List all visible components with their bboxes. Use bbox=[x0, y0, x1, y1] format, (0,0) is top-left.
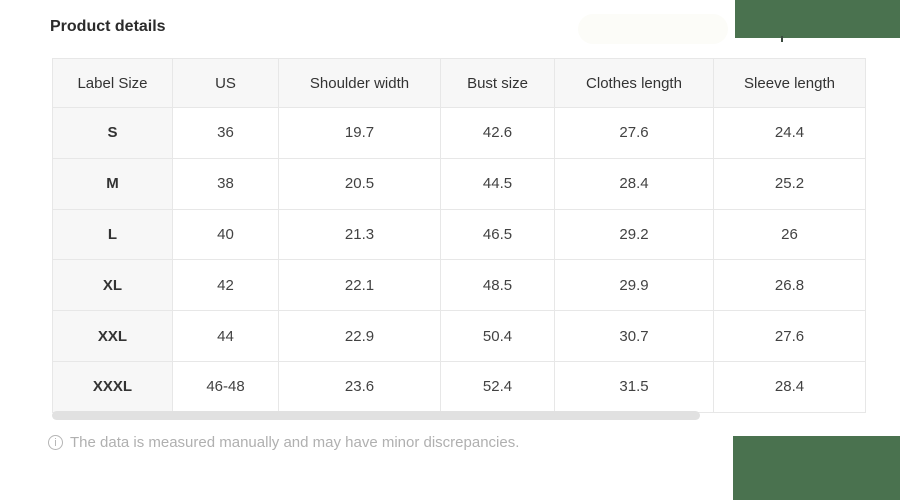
table-cell: 40 bbox=[172, 208, 279, 261]
table-cell: 28.4 bbox=[554, 157, 714, 210]
table-cell: 36 bbox=[172, 107, 279, 159]
column-header-label-size: Label Size bbox=[52, 58, 173, 108]
info-circle-icon: i bbox=[48, 435, 63, 450]
table-header-row: Label Size US Shoulder width Bust size C… bbox=[52, 58, 866, 108]
cropped-text-remnant bbox=[781, 36, 783, 42]
disclaimer-text: The data is measured manually and may ha… bbox=[70, 434, 520, 451]
faint-highlight-remnant bbox=[578, 14, 728, 44]
table-cell: 27.6 bbox=[713, 310, 866, 362]
table-cell: 23.6 bbox=[278, 360, 441, 413]
table-row-xl: XL 42 22.1 48.5 29.9 26.8 bbox=[52, 259, 866, 312]
table-cell: 22.9 bbox=[278, 310, 441, 362]
table-row-s: S 36 19.7 42.6 27.6 24.4 bbox=[52, 107, 866, 159]
table-cell: 46.5 bbox=[440, 208, 555, 261]
table-row-l: L 40 21.3 46.5 29.2 26 bbox=[52, 208, 866, 261]
column-header-bust-size: Bust size bbox=[440, 58, 555, 108]
table-cell: 52.4 bbox=[440, 360, 555, 413]
column-header-us: US bbox=[172, 58, 279, 108]
table-cell: 48.5 bbox=[440, 259, 555, 312]
row-label-cell: S bbox=[52, 107, 173, 159]
column-header-sleeve-length: Sleeve length bbox=[713, 58, 866, 108]
table-row-xxl: XXL 44 22.9 50.4 30.7 27.6 bbox=[52, 310, 866, 362]
size-chart-container: Label Size US Shoulder width Bust size C… bbox=[52, 58, 866, 413]
page-title: Product details bbox=[50, 18, 166, 35]
table-cell: 27.6 bbox=[554, 107, 714, 159]
column-header-shoulder-width: Shoulder width bbox=[278, 58, 441, 108]
row-label-cell: XXL bbox=[52, 310, 173, 362]
table-cell: 44.5 bbox=[440, 157, 555, 210]
measurement-disclaimer: i The data is measured manually and may … bbox=[48, 434, 519, 451]
table-cell: 28.4 bbox=[713, 360, 866, 413]
column-header-clothes-length: Clothes length bbox=[554, 58, 714, 108]
table-cell: 25.2 bbox=[713, 157, 866, 210]
table-cell: 19.7 bbox=[278, 107, 441, 159]
table-cell: 21.3 bbox=[278, 208, 441, 261]
table-cell: 26.8 bbox=[713, 259, 866, 312]
row-label-cell: XXXL bbox=[52, 360, 173, 413]
table-cell: 42.6 bbox=[440, 107, 555, 159]
table-cell: 22.1 bbox=[278, 259, 441, 312]
table-cell: 26 bbox=[713, 208, 866, 261]
table-cell: 29.9 bbox=[554, 259, 714, 312]
table-cell: 20.5 bbox=[278, 157, 441, 210]
horizontal-scrollbar-thumb[interactable] bbox=[52, 411, 700, 420]
table-cell: 50.4 bbox=[440, 310, 555, 362]
table-row-xxxl: XXXL 46-48 23.6 52.4 31.5 28.4 bbox=[52, 360, 866, 413]
table-cell: 31.5 bbox=[554, 360, 714, 413]
table-cell: 42 bbox=[172, 259, 279, 312]
table-cell: 30.7 bbox=[554, 310, 714, 362]
table-cell: 44 bbox=[172, 310, 279, 362]
table-cell: 24.4 bbox=[713, 107, 866, 159]
table-cell: 46-48 bbox=[172, 360, 279, 413]
table-cell: 38 bbox=[172, 157, 279, 210]
row-label-cell: XL bbox=[52, 259, 173, 312]
redaction-box-bottom-right bbox=[733, 436, 900, 500]
redaction-box-top-right bbox=[735, 0, 900, 38]
table-row-m: M 38 20.5 44.5 28.4 25.2 bbox=[52, 157, 866, 210]
row-label-cell: L bbox=[52, 208, 173, 261]
size-chart-table: Label Size US Shoulder width Bust size C… bbox=[52, 58, 866, 413]
table-cell: 29.2 bbox=[554, 208, 714, 261]
row-label-cell: M bbox=[52, 157, 173, 210]
